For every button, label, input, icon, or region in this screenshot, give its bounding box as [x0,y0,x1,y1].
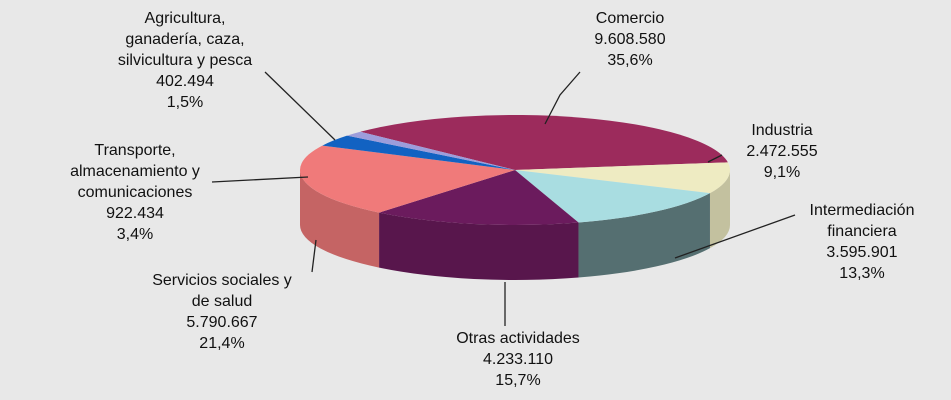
value-label: 2.472.555 [746,143,818,160]
category: Transporte, almacenamiento y comunicacio… [70,142,200,201]
percent-label: 1,5% [166,94,204,111]
slice-side [578,193,710,278]
slice [515,170,710,223]
slice [299,145,515,213]
value-label: 3.595.901 [826,244,898,261]
category: Intermediación financiera [809,202,915,240]
slice [347,131,515,170]
slice-label: Servicios sociales y de salud 5.790.667 21… [152,270,292,354]
category: Servicios sociales y de salud [152,272,292,310]
percent-label: 3,4% [116,226,154,243]
leader-line [674,214,796,259]
slice [360,115,728,170]
leader-line [311,239,317,273]
leader-line [264,71,336,141]
slice-label: Transporte, almacenamiento y comunicacio… [70,140,200,245]
slice [322,135,515,170]
value-label: 922.434 [106,205,164,222]
percent-label: 35,6% [607,52,653,69]
slice-label: Otras actividades 4.233.110 15,7% [456,328,580,391]
category: Industria [751,122,813,139]
leader-line [211,176,309,183]
slice [515,162,730,194]
leader-lines [211,71,796,326]
slice [379,170,579,225]
slice-label: Agricultura, ganadería, caza, silvicultu… [118,8,252,113]
percent-label: 15,7% [495,372,541,389]
category: Comercio [595,10,665,27]
slice-label: Comercio 9.608.580 35,6% [594,8,665,71]
slice-side [379,212,579,281]
percent-label: 13,3% [839,265,885,282]
leader-line [544,71,581,125]
value-label: 4.233.110 [482,351,553,368]
percent-label: 21,4% [199,335,245,352]
category: Agricultura, ganadería, caza, silvicultu… [117,10,253,69]
value-label: 9.608.580 [594,31,666,48]
category: Otras actividades [456,330,580,347]
slice-label: Industria 2.472.555 9,1% [746,120,817,183]
percent-label: 9,1% [763,164,801,181]
slice-side [300,170,380,268]
slice-label: Intermediación financiera 3.595.901 13,3% [810,200,915,284]
value-label: 5.790.667 [186,314,258,331]
value-label: 402.494 [156,73,214,90]
leader-line [707,154,723,163]
slice-side [709,170,730,249]
